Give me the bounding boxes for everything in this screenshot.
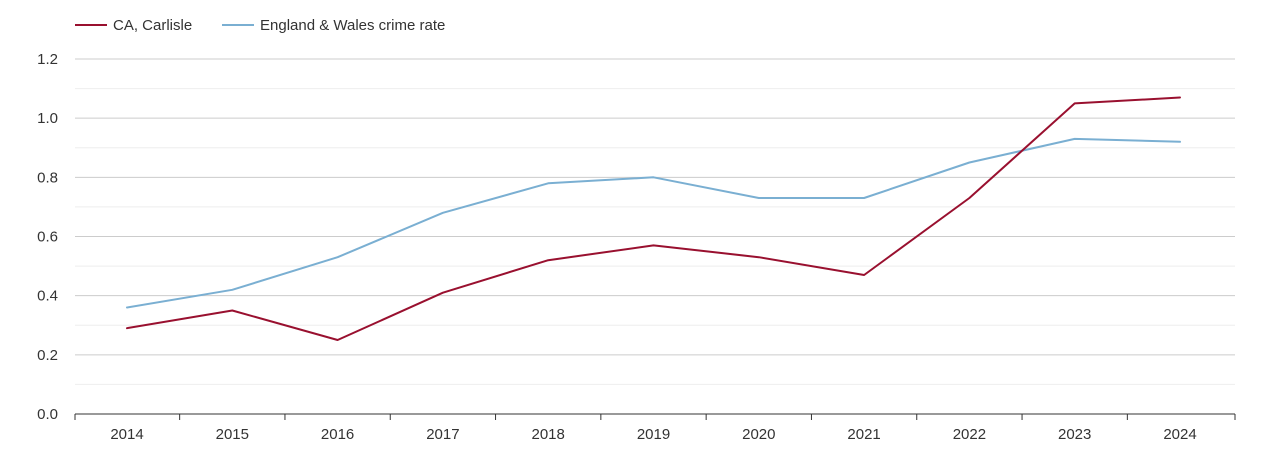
x-tick-label: 2016 xyxy=(321,426,354,443)
x-axis: 2014 2015 2016 2017 2018 2019 2020 2021 2022 2023… xyxy=(74,413,1236,443)
legend-label-carlisle: CA, Carlisle xyxy=(113,17,192,34)
data-point-carlisle[interactable] xyxy=(335,337,341,343)
x-tick-label: 2017 xyxy=(426,426,459,443)
data-point-england-wales[interactable] xyxy=(229,287,235,293)
x-tick-label: 2015 xyxy=(216,426,249,443)
data-point-england-wales[interactable] xyxy=(756,195,762,201)
data-point-england-wales[interactable] xyxy=(651,174,657,180)
y-tick-label: 0.0 xyxy=(37,406,58,423)
data-point-england-wales[interactable] xyxy=(1177,139,1183,145)
data-point-england-wales[interactable] xyxy=(861,195,867,201)
x-tick-label: 2020 xyxy=(742,426,775,443)
y-tick-label: 1.2 xyxy=(37,51,58,68)
legend: CA, Carlisle England & Wales crime rate xyxy=(75,17,445,34)
gridlines xyxy=(75,58,1235,385)
y-tick-label: 0.8 xyxy=(37,169,58,186)
data-point-carlisle[interactable] xyxy=(651,242,657,248)
data-point-england-wales[interactable] xyxy=(335,254,341,260)
data-point-england-wales[interactable] xyxy=(440,210,446,216)
data-point-carlisle[interactable] xyxy=(229,307,235,313)
series-line-england-wales[interactable] xyxy=(126,137,1181,309)
data-point-england-wales[interactable] xyxy=(124,305,130,311)
y-tick-label: 0.2 xyxy=(37,347,58,364)
data-point-carlisle[interactable] xyxy=(1072,100,1078,106)
legend-item-carlisle[interactable]: CA, Carlisle xyxy=(75,17,192,34)
data-point-carlisle[interactable] xyxy=(440,290,446,296)
data-point-carlisle[interactable] xyxy=(1177,94,1183,100)
x-tick-label: 2023 xyxy=(1058,426,1091,443)
data-point-england-wales[interactable] xyxy=(1072,136,1078,142)
y-axis: 0.0 0.2 0.4 0.6 0.8 1.0 1.2 xyxy=(37,51,58,423)
legend-item-england-wales[interactable]: England & Wales crime rate xyxy=(222,17,445,34)
data-point-carlisle[interactable] xyxy=(966,195,972,201)
series-line-carlisle[interactable] xyxy=(126,96,1181,341)
x-tick-label: 2024 xyxy=(1163,426,1196,443)
y-tick-label: 1.0 xyxy=(37,110,58,127)
data-point-england-wales[interactable] xyxy=(966,160,972,166)
x-tick-label: 2021 xyxy=(847,426,880,443)
x-tick-label: 2018 xyxy=(532,426,565,443)
x-tick-label: 2022 xyxy=(953,426,986,443)
data-point-carlisle[interactable] xyxy=(861,272,867,278)
data-point-england-wales[interactable] xyxy=(545,180,551,186)
plot-area xyxy=(124,94,1183,343)
legend-label-england-wales: England & Wales crime rate xyxy=(260,17,445,34)
data-point-carlisle[interactable] xyxy=(545,257,551,263)
data-point-carlisle[interactable] xyxy=(124,325,130,331)
y-tick-label: 0.4 xyxy=(37,288,58,305)
data-point-carlisle[interactable] xyxy=(756,254,762,260)
x-tick-label: 2014 xyxy=(110,426,143,443)
x-tick-label: 2019 xyxy=(637,426,670,443)
y-tick-label: 0.6 xyxy=(37,229,58,246)
